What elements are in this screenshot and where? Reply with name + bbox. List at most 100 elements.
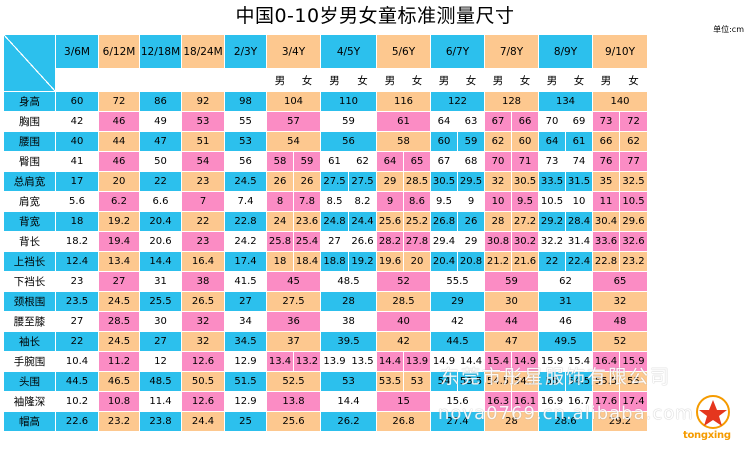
table-cell: 25.6 [266,411,321,432]
table-cell: 27.2 [511,211,539,232]
table-cell: 10 [565,191,593,212]
table-cell: 53 [181,111,225,132]
table-cell: 22 [181,211,225,232]
table-cell: 48.5 [139,371,182,392]
table-cell: 128 [484,91,539,112]
table-cell: 15.4 [484,351,512,372]
table-cell: 22.8 [592,251,620,272]
table-row: 身高 60 72 86 92 98 104 110 116 122 128 134 140 [3,91,648,112]
table-cell: 12.4 [55,251,99,272]
table-cell: 18.8 [320,251,349,272]
table-cell: 61 [376,111,431,132]
table-cell: 60 [430,131,458,152]
watermark-url: nova0769.cn.alibaba.com [438,403,694,424]
sex-label-male: 男 [484,68,512,92]
table-cell: 8.5 [320,191,349,212]
table-cell: 20.8 [457,251,485,272]
table-cell: 29 [430,291,485,312]
table-cell: 28.2 [376,231,404,252]
brand-logo-text: tongxing [683,430,731,441]
table-cell: 31.5 [565,171,593,192]
table-cell: 33.5 [538,171,566,192]
table-row: 臀围 41 46 50 54 56 58 59 61 62 64 65 67 68 70 71 73 74 76 77 [3,151,648,172]
table-cell: 12.6 [181,391,225,412]
size-header-cell: 7/8Y [484,34,539,69]
row-label: 头围 [3,371,56,392]
size-header-row: 3/6M 6/12M 12/18M 18/24M 2/3Y 3/4Y 4/5Y 5/6Y 6/7… [3,34,648,92]
table-cell: 53.5 [376,371,404,392]
sex-label-female: 女 [619,68,648,92]
table-cell: 29.6 [619,211,648,232]
table-cell: 55.5 [592,371,620,392]
table-cell: 34 [224,311,267,332]
sex-label-male: 男 [376,68,404,92]
table-cell: 23 [181,171,225,192]
table-cell: 53.5 [457,371,485,392]
sex-label-female: 女 [293,68,321,92]
table-cell: 10.2 [55,391,99,412]
table-cell: 86 [139,91,182,112]
sex-header-blank [139,68,182,92]
row-label: 胸围 [3,111,56,132]
table-cell: 59 [320,111,377,132]
table-cell: 26.8 [376,411,431,432]
table-cell: 8.6 [403,191,431,212]
table-cell: 6.6 [139,191,182,212]
row-label: 上裆长 [3,251,56,272]
table-cell: 58 [266,151,294,172]
sex-header-blank [181,68,225,92]
table-cell: 49 [139,111,182,132]
row-label: 腰至膝 [3,311,56,332]
table-cell: 22 [139,171,182,192]
table-cell: 46 [98,151,140,172]
sex-label-male: 男 [266,68,294,92]
row-label: 背宽 [3,211,56,232]
table-cell: 25.6 [376,211,404,232]
table-cell: 10 [484,191,512,212]
table-cell: 24 [266,211,294,232]
table-cell: 21.6 [511,251,539,272]
sex-header-blank [224,68,267,92]
table-cell: 29.2 [538,211,566,232]
table-cell: 22 [55,331,99,352]
table-cell: 20.6 [139,231,182,252]
table-cell: 24.8 [320,211,349,232]
table-cell: 64 [538,131,566,152]
table-cell: 62 [348,151,377,172]
table-cell: 12 [139,351,182,372]
size-header-cell: 12/18M [139,34,182,69]
table-cell: 28 [484,411,539,432]
table-cell: 25.5 [139,291,182,312]
table-cell: 12.9 [224,391,267,412]
table-row: 肩宽 5.6 6.2 6.6 7 7.4 8 7.8 8.5 8.2 9 8.6 9.5 9 10 9.5 10… [3,191,648,212]
table-cell: 26 [293,171,321,192]
sex-label-male: 男 [430,68,458,92]
table-cell: 55.5 [430,271,485,292]
table-cell: 65 [592,271,648,292]
table-cell: 30.5 [430,171,458,192]
table-cell: 18.4 [293,251,321,272]
table-cell: 26 [266,171,294,192]
table-cell: 32.6 [619,231,648,252]
table-cell: 17 [55,171,99,192]
table-cell: 25.2 [403,211,431,232]
table-row: 头围 44.5 46.5 48.5 50.5 51.5 52.5 53 53.5 53 54 53.5… [3,371,648,392]
table-cell: 26.2 [320,411,377,432]
table-cell: 50.5 [181,371,225,392]
table-cell: 26.6 [348,231,377,252]
table-cell: 70 [538,111,566,132]
table-cell: 28.5 [403,171,431,192]
table-cell: 40 [376,311,431,332]
table-cell: 31.4 [565,231,593,252]
table-cell: 59 [484,271,539,292]
table-cell: 50 [139,151,182,172]
table-cell: 18.2 [55,231,99,252]
table-cell: 58 [376,131,431,152]
table-cell: 42 [376,331,431,352]
table-cell: 44.5 [430,331,485,352]
table-cell: 45 [266,271,321,292]
table-cell: 51 [181,131,225,152]
table-cell: 23.6 [293,211,321,232]
table-cell: 54.1 [511,371,539,392]
table-cell: 44 [484,311,539,332]
